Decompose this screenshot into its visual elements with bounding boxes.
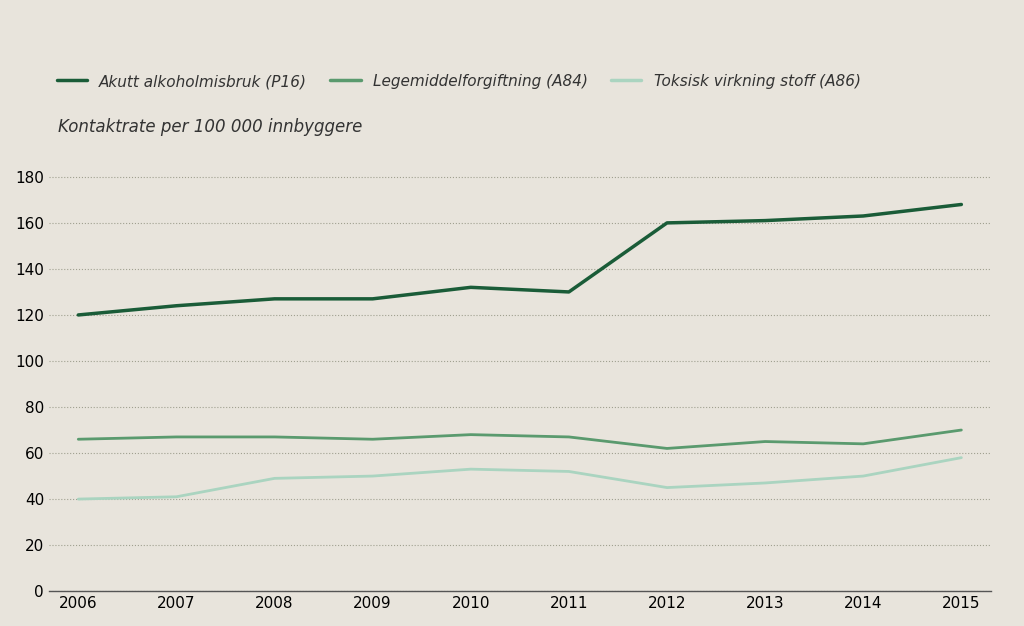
Toksisk virkning stoff (A86) [660, 484, 673, 491]
Toksisk virkning stoff (A86) [857, 472, 869, 480]
Legemiddelforgiftning (A84) [268, 433, 281, 441]
Toksisk virkning stoff (A86) [955, 454, 968, 461]
Legemiddelforgiftning (A84) [759, 438, 771, 445]
Akutt alkoholmisbruk (P16) [660, 219, 673, 227]
Legemiddelforgiftning (A84) [955, 426, 968, 434]
Toksisk virkning stoff (A86) [170, 493, 182, 501]
Toksisk virkning stoff (A86) [759, 480, 771, 487]
Akutt alkoholmisbruk (P16) [170, 302, 182, 309]
Akutt alkoholmisbruk (P16) [759, 217, 771, 224]
Toksisk virkning stoff (A86) [72, 495, 84, 503]
Akutt alkoholmisbruk (P16) [367, 295, 379, 302]
Toksisk virkning stoff (A86) [563, 468, 575, 475]
Legemiddelforgiftning (A84) [72, 436, 84, 443]
Text: Kontaktrate per 100 000 innbyggere: Kontaktrate per 100 000 innbyggere [58, 118, 362, 136]
Legemiddelforgiftning (A84) [660, 444, 673, 452]
Akutt alkoholmisbruk (P16) [563, 288, 575, 295]
Akutt alkoholmisbruk (P16) [465, 284, 477, 291]
Line: Toksisk virkning stoff (A86): Toksisk virkning stoff (A86) [78, 458, 962, 499]
Line: Legemiddelforgiftning (A84): Legemiddelforgiftning (A84) [78, 430, 962, 448]
Legend: Akutt alkoholmisbruk (P16), Legemiddelforgiftning (A84), Toksisk virkning stoff : Akutt alkoholmisbruk (P16), Legemiddelfo… [56, 74, 860, 89]
Akutt alkoholmisbruk (P16) [857, 212, 869, 220]
Legemiddelforgiftning (A84) [367, 436, 379, 443]
Legemiddelforgiftning (A84) [170, 433, 182, 441]
Akutt alkoholmisbruk (P16) [72, 311, 84, 319]
Legemiddelforgiftning (A84) [563, 433, 575, 441]
Toksisk virkning stoff (A86) [367, 472, 379, 480]
Akutt alkoholmisbruk (P16) [955, 201, 968, 208]
Toksisk virkning stoff (A86) [465, 465, 477, 473]
Line: Akutt alkoholmisbruk (P16): Akutt alkoholmisbruk (P16) [78, 205, 962, 315]
Legemiddelforgiftning (A84) [857, 440, 869, 448]
Legemiddelforgiftning (A84) [465, 431, 477, 438]
Toksisk virkning stoff (A86) [268, 475, 281, 482]
Akutt alkoholmisbruk (P16) [268, 295, 281, 302]
